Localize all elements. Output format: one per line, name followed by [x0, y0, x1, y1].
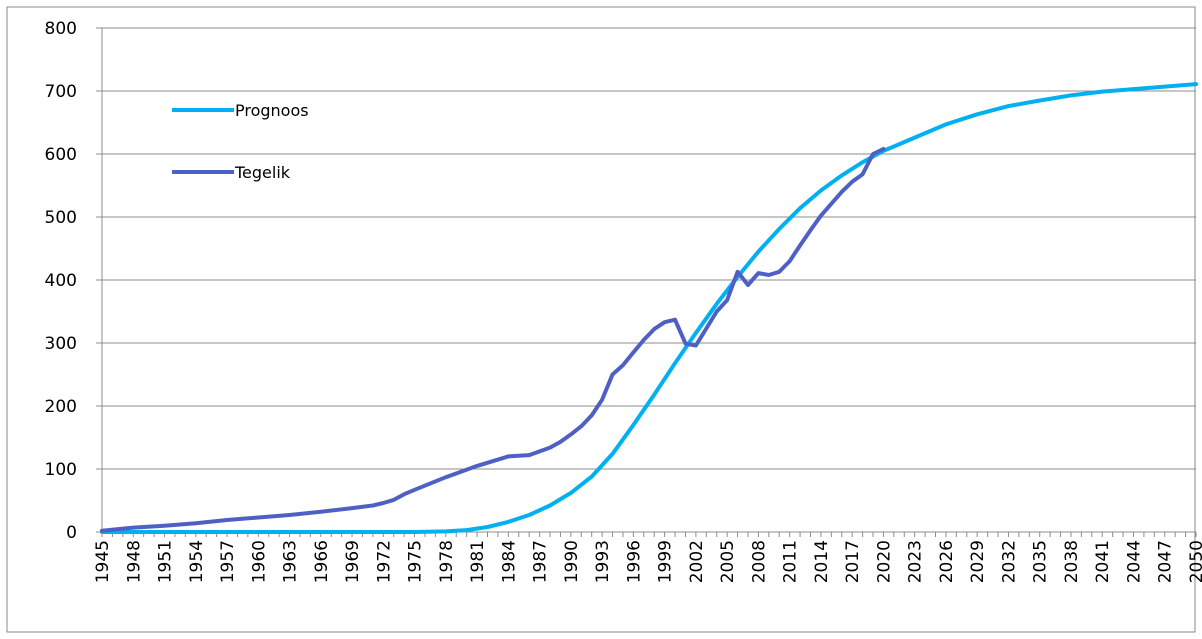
series-line-prognoos	[100, 82, 1198, 534]
x-tick-label-2050: 2050	[1187, 540, 1202, 583]
series-line-tegelik	[100, 147, 886, 533]
x-tick-label-1990: 1990	[562, 540, 582, 583]
gridlines	[102, 27, 1196, 470]
x-tick-label-2038: 2038	[1062, 540, 1082, 583]
series-lines	[100, 82, 1198, 534]
y-tick-label-500: 500	[45, 208, 77, 228]
chart-border	[6, 6, 1196, 633]
x-tick-label-1999: 1999	[656, 540, 676, 583]
x-tick-label-1993: 1993	[593, 540, 613, 583]
legend-label-tegelik: Tegelik	[234, 163, 291, 182]
x-tick-label-2011: 2011	[781, 540, 801, 583]
x-tick-label-1996: 1996	[624, 540, 644, 583]
x-tick-label-2041: 2041	[1093, 540, 1113, 583]
y-tick-label-800: 800	[45, 19, 77, 39]
y-tick-label-0: 0	[66, 523, 77, 543]
x-tick-label-2017: 2017	[843, 540, 863, 583]
y-tick-label-100: 100	[45, 460, 77, 480]
legend: Prognoos Tegelik	[172, 101, 309, 182]
x-tick-label-1975: 1975	[406, 540, 426, 583]
x-tick-label-2032: 2032	[999, 540, 1019, 583]
x-tick-label-2029: 2029	[968, 540, 988, 583]
y-tick-label-600: 600	[45, 145, 77, 165]
y-tick-label-300: 300	[45, 334, 77, 354]
x-tick-label-1945: 1945	[93, 540, 113, 583]
y-axis-ticks: 0 100 200 300 400 500 600 700 800	[45, 19, 102, 543]
x-tick-label-2014: 2014	[812, 540, 832, 583]
x-tick-label-1972: 1972	[374, 540, 394, 583]
x-tick-label-1978: 1978	[437, 540, 457, 583]
x-tick-label-2002: 2002	[687, 540, 707, 583]
x-tick-label-1963: 1963	[281, 540, 301, 583]
x-tick-label-1957: 1957	[218, 540, 238, 583]
x-tick-label-1981: 1981	[468, 540, 488, 583]
x-tick-label-2005: 2005	[718, 540, 738, 583]
x-tick-label-1948: 1948	[124, 540, 144, 583]
legend-item-tegelik: Tegelik	[172, 163, 291, 182]
y-tick-label-200: 200	[45, 397, 77, 417]
x-axis-ticks: 1945 1948 1951 1954 1957 1960 1963 1966 1969 1972…	[93, 532, 1202, 583]
x-tick-label-2035: 2035	[1031, 540, 1051, 583]
x-tick-label-1960: 1960	[249, 540, 269, 583]
x-tick-label-2044: 2044	[1124, 540, 1144, 583]
x-tick-label-1951: 1951	[156, 540, 176, 583]
y-tick-label-400: 400	[45, 271, 77, 291]
x-tick-label-1954: 1954	[187, 540, 207, 583]
legend-item-prognoos: Prognoos	[172, 101, 309, 120]
x-tick-label-1966: 1966	[312, 540, 332, 583]
x-tick-label-2047: 2047	[1156, 540, 1176, 583]
x-tick-label-2023: 2023	[906, 540, 926, 583]
x-tick-label-2008: 2008	[749, 540, 769, 583]
x-tick-label-1987: 1987	[531, 540, 551, 583]
x-tick-label-1984: 1984	[499, 540, 519, 583]
x-tick-label-2020: 2020	[874, 540, 894, 583]
y-tick-label-700: 700	[45, 82, 77, 102]
x-tick-label-1969: 1969	[343, 540, 363, 583]
x-tick-label-2026: 2026	[937, 540, 957, 583]
legend-label-prognoos: Prognoos	[235, 101, 309, 120]
